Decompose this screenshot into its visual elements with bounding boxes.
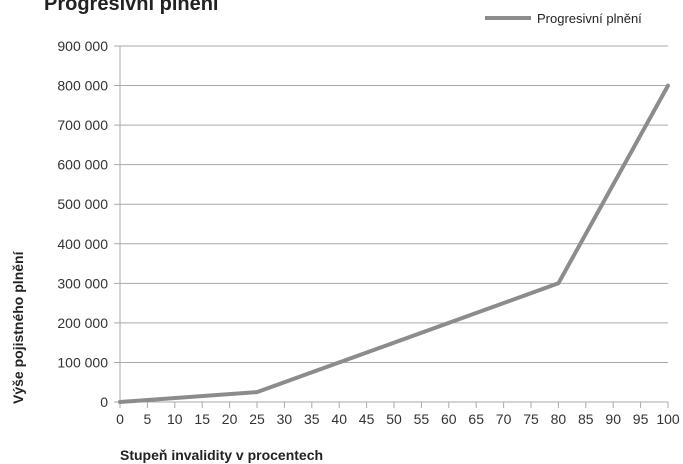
x-axis: 0 5 10 15 20 25 30 35 40 45 50 55 60 65 70 75 80 85 90 95 10…	[116, 402, 680, 427]
y-tick-label: 600 000	[57, 157, 108, 173]
x-tick-label: 85	[578, 411, 594, 427]
y-axis-title: Výše pojistného plnění	[10, 250, 26, 404]
x-tick-label: 80	[551, 411, 567, 427]
y-tick-label: 100 000	[57, 354, 108, 370]
x-tick-label: 15	[194, 411, 210, 427]
x-tick-label: 100	[656, 411, 680, 427]
x-tick-label: 95	[633, 411, 649, 427]
x-tick-label: 10	[167, 411, 183, 427]
x-tick-label: 20	[222, 411, 238, 427]
x-tick-label: 70	[496, 411, 512, 427]
x-tick-label: 45	[359, 411, 375, 427]
x-tick-label: 40	[331, 411, 347, 427]
y-tick-label: 0	[100, 394, 108, 410]
x-tick-label: 90	[605, 411, 621, 427]
legend-label: Progresivní plnění	[537, 11, 642, 26]
x-tick-label: 5	[144, 411, 152, 427]
x-tick-label: 50	[386, 411, 402, 427]
gridlines	[114, 45, 668, 408]
x-tick-label: 75	[523, 411, 539, 427]
x-axis-title: Stupeň invalidity v procentech	[120, 447, 323, 463]
legend: Progresivní plnění	[485, 11, 642, 26]
x-tick-label: 30	[277, 411, 293, 427]
y-tick-label: 800 000	[57, 78, 108, 94]
x-tick-label: 60	[441, 411, 457, 427]
chart-title: Progresivní plnění	[44, 0, 220, 15]
x-tick-label: 0	[116, 411, 124, 427]
y-tick-label: 300 000	[57, 275, 108, 291]
x-tick-label: 65	[468, 411, 484, 427]
y-tick-label: 200 000	[57, 315, 108, 331]
y-tick-label: 900 000	[57, 38, 108, 54]
series-layer	[118, 83, 670, 404]
y-axis: 0 100 000 200 000 300 000 400 000 500 000 600 …	[57, 38, 108, 410]
y-tick-label: 700 000	[57, 117, 108, 133]
x-tick-label: 35	[304, 411, 320, 427]
y-tick-label: 400 000	[57, 236, 108, 252]
x-tick-label: 55	[414, 411, 430, 427]
x-tick-label: 25	[249, 411, 265, 427]
series-line	[118, 83, 670, 404]
y-tick-label: 500 000	[57, 196, 108, 212]
